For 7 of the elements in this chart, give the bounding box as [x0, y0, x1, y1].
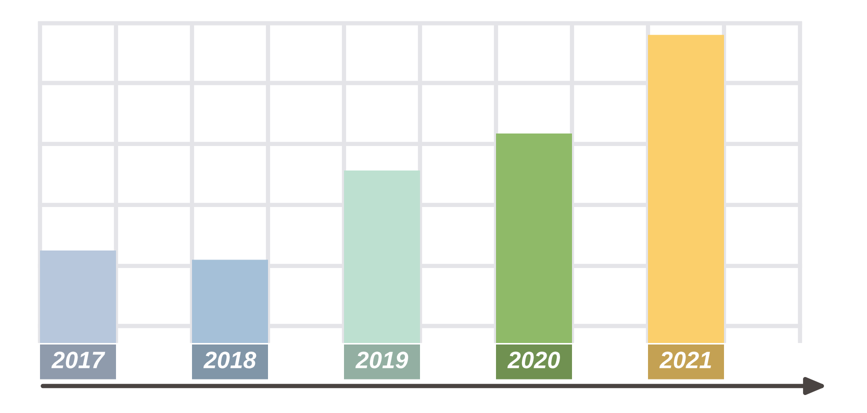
bar [40, 250, 116, 343]
x-tick-label: 2019 [355, 352, 408, 368]
x-tick-label: 2021 [659, 352, 711, 368]
x-tick-label: 2020 [507, 352, 560, 368]
x-tick-label: 2017 [51, 352, 106, 368]
bar [192, 260, 268, 343]
x-tick-label: 2018 [203, 352, 256, 368]
